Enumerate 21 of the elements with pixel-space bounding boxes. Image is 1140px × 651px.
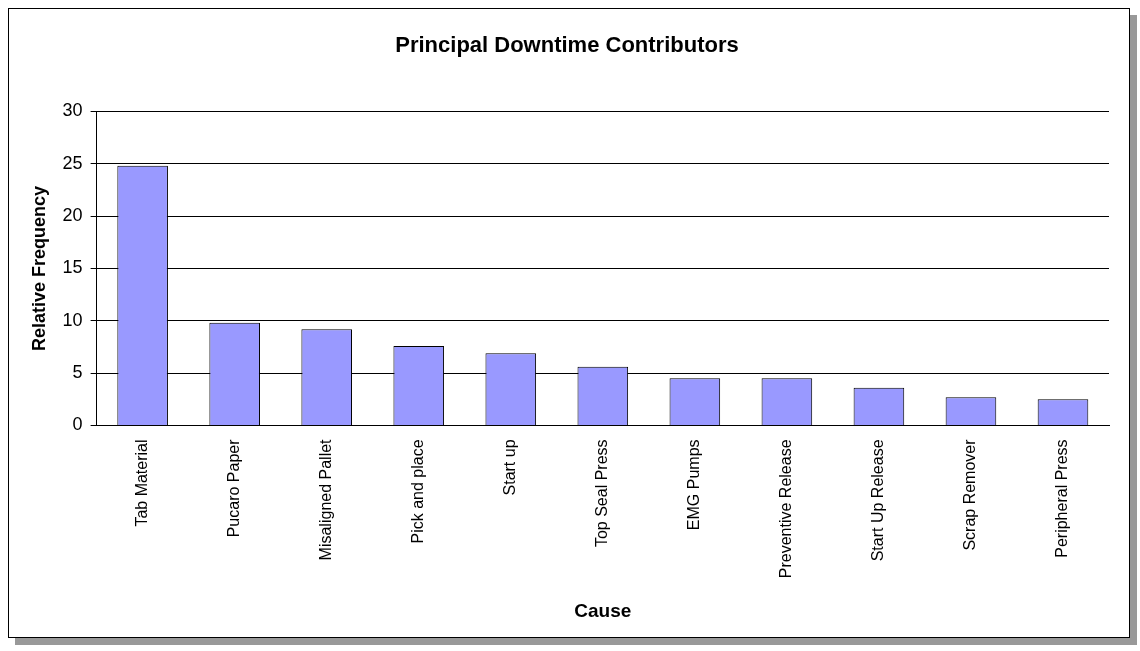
x-tick-label: Misaligned Pallet: [317, 438, 335, 561]
chart-title: Principal Downtime Contributors: [395, 32, 739, 58]
x-tick-label: Start up: [501, 439, 519, 496]
y-tick-label: 5: [72, 362, 83, 383]
x-tick-label: Top Seal Press: [593, 439, 611, 548]
y-tick-label: 20: [62, 205, 83, 226]
x-tick-label: Pucaro Paper: [225, 438, 243, 538]
x-tick-label: Start Up Release: [869, 439, 887, 562]
y-tick-label: 25: [62, 152, 83, 173]
x-tick-label: Preventive Release: [777, 439, 795, 579]
y-tick-label: 0: [72, 414, 83, 435]
x-tick-label: Tab Material: [133, 439, 151, 527]
x-tick-label: Peripheral Press: [1053, 439, 1071, 558]
y-axis-title: Relative Frequency: [28, 185, 49, 351]
x-tick-label: Pick and place: [409, 439, 427, 544]
y-tick-label: 10: [62, 309, 83, 330]
x-tick-label: EMG Pumps: [685, 439, 703, 531]
x-tick-label: Scrap Remover: [961, 438, 979, 551]
y-tick-label: 15: [62, 257, 83, 278]
y-tick-label: 30: [62, 100, 83, 121]
x-axis-title: Cause: [574, 599, 632, 621]
